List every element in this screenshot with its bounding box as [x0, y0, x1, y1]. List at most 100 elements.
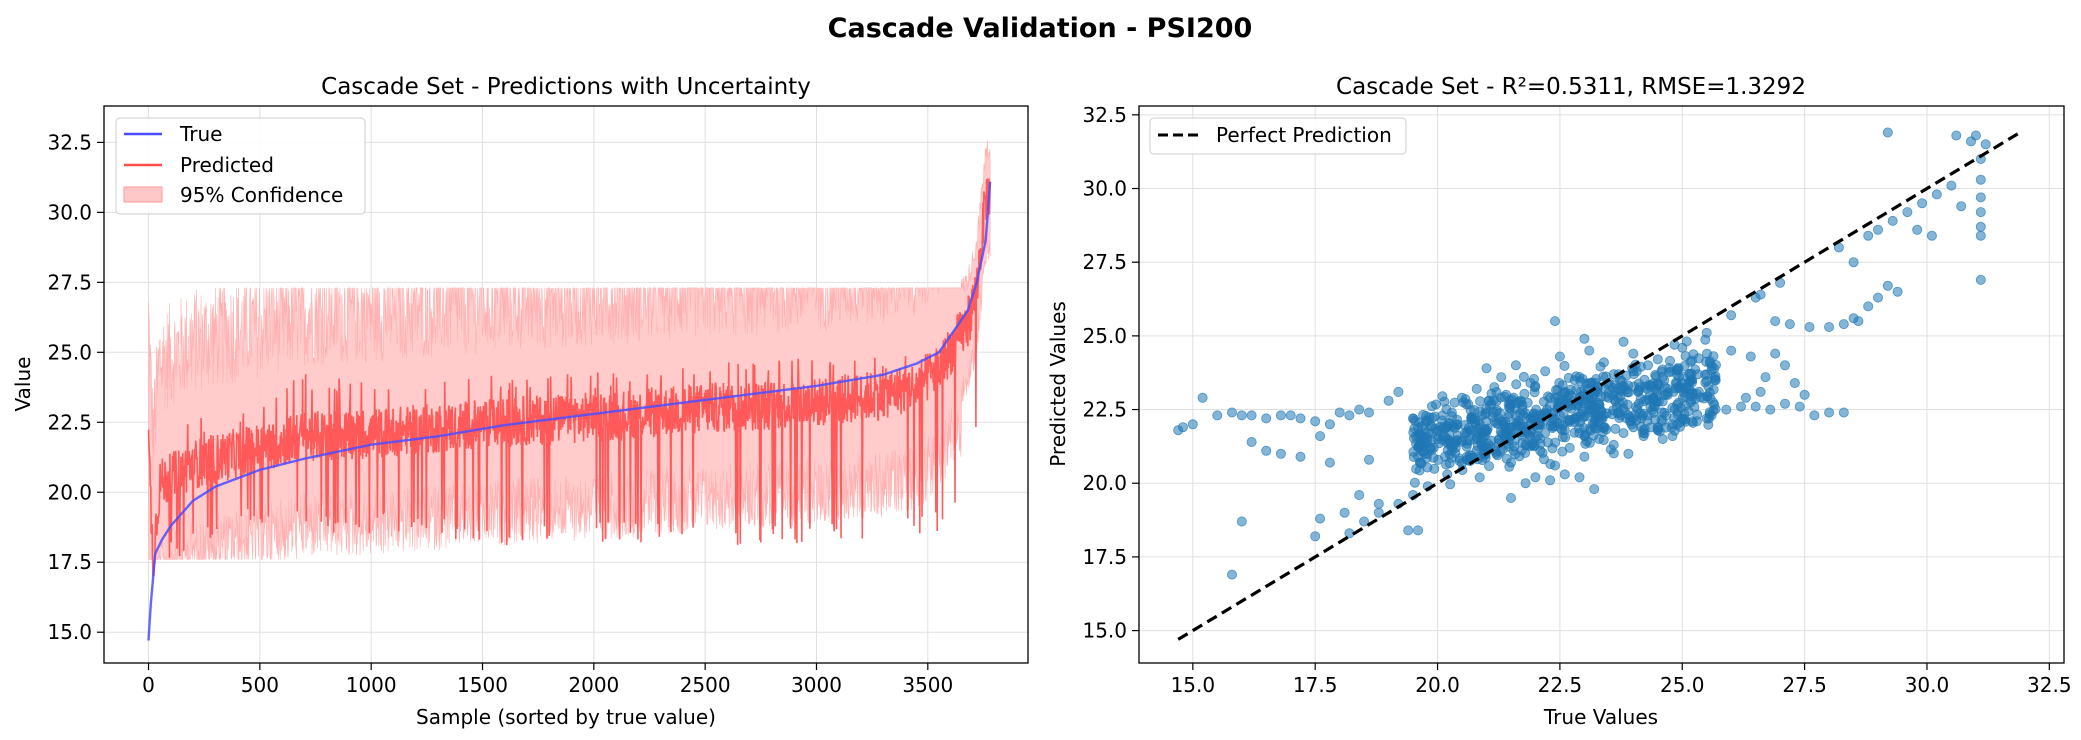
scatter-point	[1197, 392, 1208, 403]
y-tick-label: 22.5	[1082, 398, 1127, 422]
scatter-point	[1471, 383, 1482, 394]
scatter-point	[1295, 451, 1306, 462]
scatter-point	[1545, 392, 1556, 403]
right-x-axis-label: True Values	[1543, 705, 1658, 729]
x-tick-label: 500	[241, 673, 279, 697]
predicted-line	[147, 178, 991, 577]
scatter-point	[1275, 410, 1286, 421]
scatter-point	[1760, 372, 1771, 383]
x-tick-label: 32.5	[2027, 673, 2072, 697]
scatter-point	[1882, 280, 1893, 291]
y-tick-label: 20.0	[47, 480, 92, 504]
perfect-prediction-line	[1177, 131, 2021, 641]
x-tick-label: 3000	[791, 673, 842, 697]
scatter-point	[1726, 310, 1737, 321]
scatter-point	[1227, 569, 1238, 580]
y-tick-label: 30.0	[1082, 177, 1127, 201]
scatter-point	[1912, 224, 1923, 235]
scatter-point	[1882, 127, 1893, 138]
scatter-point	[1506, 457, 1517, 468]
left-panel: Cascade Set - Predictions with Uncertain…	[11, 74, 1029, 729]
scatter-point	[1501, 431, 1512, 442]
scatter-point	[1702, 391, 1713, 402]
scatter-point	[1643, 410, 1654, 421]
scatter-point	[1373, 507, 1384, 518]
scatter-point	[1504, 402, 1515, 413]
y-tick-label: 17.5	[47, 550, 92, 574]
scatter-point	[1667, 431, 1678, 442]
left-x-axis-label: Sample (sorted by true value)	[416, 705, 716, 729]
scatter-point	[1667, 419, 1678, 430]
scatter-point	[1745, 351, 1756, 362]
scatter-point	[1677, 342, 1688, 353]
scatter-point	[1848, 257, 1859, 268]
right-legend: Perfect Prediction	[1149, 117, 1407, 155]
scatter-point	[1680, 351, 1691, 362]
scatter-point	[1569, 375, 1580, 386]
legend-true-label: True	[179, 122, 222, 146]
scatter-point	[1838, 407, 1849, 418]
left-panel-title: Cascade Set - Predictions with Uncertain…	[321, 74, 811, 100]
scatter-point	[1476, 436, 1487, 447]
scatter-point	[1364, 407, 1375, 418]
scatter-point	[1677, 413, 1688, 424]
scatter-point	[1518, 371, 1529, 382]
scatter-point	[1926, 230, 1937, 241]
scatter-point	[1931, 189, 1942, 200]
scatter-point	[1484, 461, 1495, 472]
scatter-point	[1364, 454, 1375, 465]
y-tick-label: 20.0	[1082, 471, 1127, 495]
scatter-point	[1559, 469, 1570, 480]
scatter-point	[1657, 372, 1668, 383]
scatter-point	[1594, 433, 1605, 444]
scatter-point	[1917, 198, 1928, 209]
scatter-point	[1598, 371, 1609, 382]
scatter-point	[1295, 413, 1306, 424]
scatter-point	[1462, 438, 1473, 449]
scatter-point	[1784, 319, 1795, 330]
scatter-point	[1628, 348, 1639, 359]
scatter-point	[1383, 395, 1394, 406]
scatter-point	[1419, 449, 1430, 460]
scatter-point	[1474, 472, 1485, 483]
x-tick-label: 25.0	[1660, 673, 1705, 697]
scatter-point	[1809, 410, 1820, 421]
scatter-point	[1559, 425, 1570, 436]
scatter-point	[1711, 359, 1722, 370]
scatter-point	[1970, 130, 1981, 141]
scatter-point	[1603, 392, 1614, 403]
scatter-point	[1628, 413, 1639, 424]
y-tick-label: 27.5	[47, 270, 92, 294]
left-legend: True Predicted 95% Confidence	[115, 117, 366, 215]
scatter-point	[1550, 316, 1561, 327]
scatter-point	[1755, 289, 1766, 300]
scatter-point	[1873, 292, 1884, 303]
scatter-point	[1770, 316, 1781, 327]
right-scatter-layer	[1173, 127, 1991, 580]
scatter-point	[1740, 392, 1751, 403]
scatter-point	[1584, 345, 1595, 356]
y-tick-label: 25.0	[47, 340, 92, 364]
scatter-point	[1444, 458, 1455, 469]
y-tick-label: 15.0	[47, 620, 92, 644]
x-tick-label: 20.0	[1415, 673, 1460, 697]
scatter-point	[1726, 345, 1737, 356]
scatter-point	[1535, 445, 1546, 456]
scatter-point	[1598, 357, 1609, 368]
scatter-point	[1422, 462, 1433, 473]
x-tick-label: 2000	[568, 673, 619, 697]
scatter-point	[1652, 354, 1663, 365]
scatter-point	[1246, 410, 1257, 421]
scatter-point	[1631, 401, 1642, 412]
scatter-point	[1799, 389, 1810, 400]
y-tick-label: 30.0	[47, 200, 92, 224]
scatter-point	[1598, 422, 1609, 433]
scatter-point	[1628, 422, 1639, 433]
scatter-point	[1755, 386, 1766, 397]
scatter-point	[1618, 380, 1629, 391]
scatter-point	[1564, 442, 1575, 453]
scatter-point	[1794, 401, 1805, 412]
scatter-point	[1422, 416, 1433, 427]
scatter-point	[1780, 360, 1791, 371]
scatter-point	[1853, 316, 1864, 327]
